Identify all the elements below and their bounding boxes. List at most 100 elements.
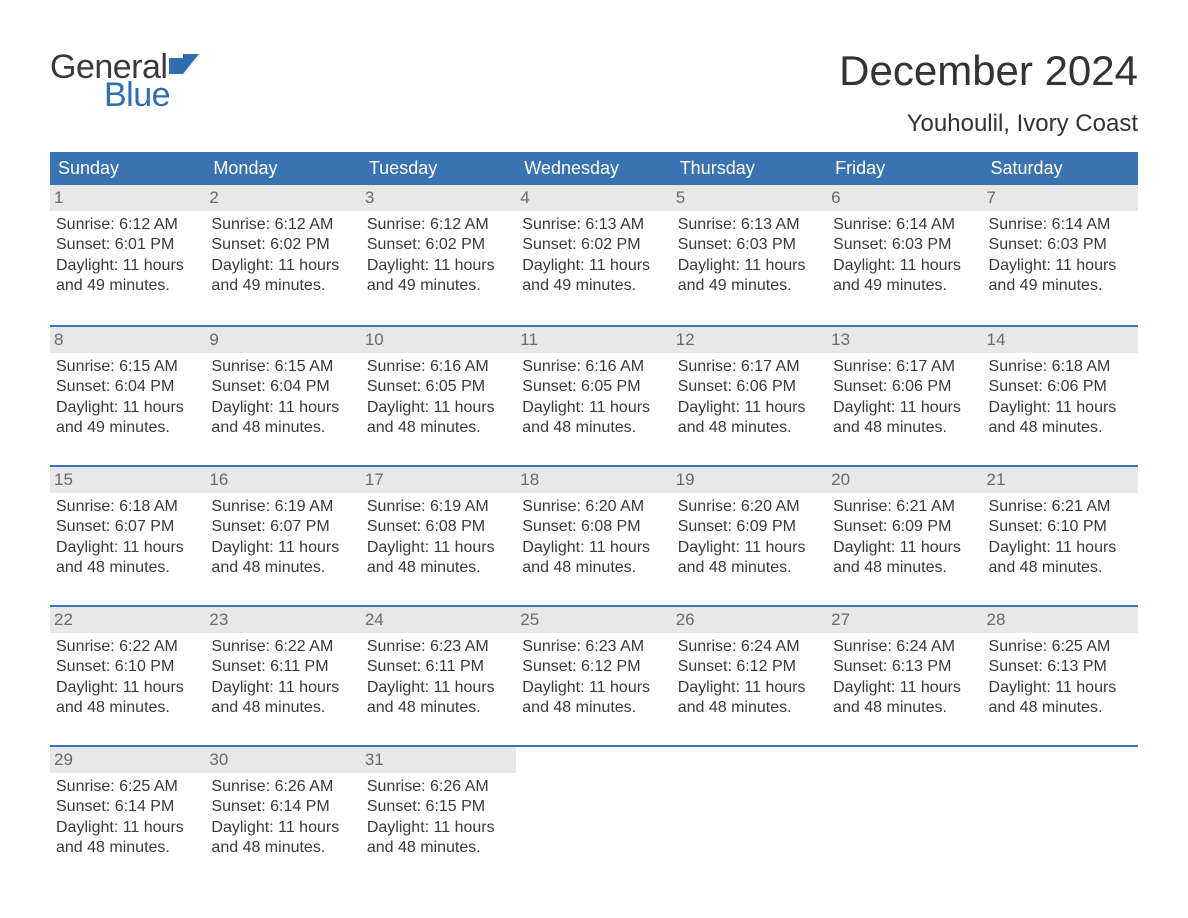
sunset-line: Sunset: 6:11 PM [211,657,354,677]
day-number: 29 [50,747,205,773]
day-cell: 4Sunrise: 6:13 AMSunset: 6:02 PMDaylight… [516,185,671,325]
day-cell: 9Sunrise: 6:15 AMSunset: 6:04 PMDaylight… [205,327,360,465]
sunrise-line: Sunrise: 6:19 AM [367,497,510,517]
day-number: 8 [50,327,205,353]
sunrise-line: Sunrise: 6:21 AM [833,497,976,517]
sunrise-line: Sunrise: 6:22 AM [211,637,354,657]
sunrise-line: Sunrise: 6:19 AM [211,497,354,517]
sunrise-line: Sunrise: 6:12 AM [367,215,510,235]
day-number: 26 [672,607,827,633]
sunset-line: Sunset: 6:04 PM [211,377,354,397]
sunset-line: Sunset: 6:14 PM [56,797,199,817]
day-number: 16 [205,467,360,493]
sunset-line: Sunset: 6:01 PM [56,235,199,255]
sunrise-line: Sunrise: 6:15 AM [211,357,354,377]
day-cell: 28Sunrise: 6:25 AMSunset: 6:13 PMDayligh… [983,607,1138,745]
sunrise-line: Sunrise: 6:25 AM [56,777,199,797]
day-number: 22 [50,607,205,633]
sunrise-line: Sunrise: 6:26 AM [211,777,354,797]
sunset-line: Sunset: 6:10 PM [56,657,199,677]
dow-wednesday: Wednesday [516,152,671,185]
sunrise-line: Sunrise: 6:25 AM [989,637,1132,657]
dow-monday: Monday [205,152,360,185]
daylight-line: Daylight: 11 hours and 49 minutes. [367,256,510,297]
sunset-line: Sunset: 6:12 PM [522,657,665,677]
daylight-line: Daylight: 11 hours and 48 minutes. [56,538,199,579]
day-cell: 25 Sunrise: 6:23 AMSunset: 6:12 PMDayligh… [516,607,671,745]
day-cell: 23Sunrise: 6:22 AMSunset: 6:11 PMDayligh… [205,607,360,745]
sunrise-line: Sunrise: 6:23 AM [367,637,510,657]
day-number: 25 [516,607,671,633]
sunset-line: Sunset: 6:02 PM [211,235,354,255]
daylight-line: Daylight: 11 hours and 48 minutes. [367,818,510,859]
day-number: 11 [516,327,671,353]
day-number: 1 [50,185,205,211]
sunset-line: Sunset: 6:14 PM [211,797,354,817]
sunrise-line: Sunrise: 6:14 AM [989,215,1132,235]
daylight-line: Daylight: 11 hours and 48 minutes. [678,398,821,439]
month-title: December 2024 [839,50,1138,92]
dow-friday: Friday [827,152,982,185]
day-cell: 7Sunrise: 6:14 AMSunset: 6:03 PMDaylight… [983,185,1138,325]
day-cell: 5Sunrise: 6:13 AMSunset: 6:03 PMDaylight… [672,185,827,325]
sunset-line: Sunset: 6:15 PM [367,797,510,817]
daylight-line: Daylight: 11 hours and 49 minutes. [56,398,199,439]
sunrise-line: Sunrise: 6:23 AM [522,637,665,657]
daylight-line: Daylight: 11 hours and 48 minutes. [211,398,354,439]
day-number: 2 [205,185,360,211]
sunrise-line: Sunrise: 6:24 AM [833,637,976,657]
sunset-line: Sunset: 6:06 PM [833,377,976,397]
sunset-line: Sunset: 6:08 PM [522,517,665,537]
sunrise-line: Sunrise: 6:12 AM [56,215,199,235]
day-number: 17 [361,467,516,493]
sunset-line: Sunset: 6:11 PM [367,657,510,677]
day-number: 3 [361,185,516,211]
daylight-line: Daylight: 11 hours and 48 minutes. [522,398,665,439]
sunrise-line: Sunrise: 6:13 AM [678,215,821,235]
dow-saturday: Saturday [983,152,1138,185]
dow-tuesday: Tuesday [361,152,516,185]
sunset-line: Sunset: 6:03 PM [833,235,976,255]
day-number: 12 [672,327,827,353]
daylight-line: Daylight: 11 hours and 48 minutes. [367,538,510,579]
daylight-line: Daylight: 11 hours and 48 minutes. [678,538,821,579]
dow-thursday: Thursday [672,152,827,185]
logo: General Blue [50,50,199,112]
sunset-line: Sunset: 6:10 PM [989,517,1132,537]
day-cell: 26Sunrise: 6:24 AMSunset: 6:12 PMDayligh… [672,607,827,745]
daylight-line: Daylight: 11 hours and 48 minutes. [522,678,665,719]
day-number: 13 [827,327,982,353]
title-block: December 2024 Youhoulil, Ivory Coast [839,50,1138,138]
daylight-line: Daylight: 11 hours and 49 minutes. [989,256,1132,297]
calendar: SundayMondayTuesdayWednesdayThursdayFrid… [50,152,1138,885]
day-cell: 6Sunrise: 6:14 AMSunset: 6:03 PMDaylight… [827,185,982,325]
day-number: 28 [983,607,1138,633]
location: Youhoulil, Ivory Coast [839,110,1138,138]
daylight-line: Daylight: 11 hours and 48 minutes. [211,818,354,859]
sunrise-line: Sunrise: 6:16 AM [522,357,665,377]
day-cell: 12Sunrise: 6:17 AMSunset: 6:06 PMDayligh… [672,327,827,465]
sunrise-line: Sunrise: 6:13 AM [522,215,665,235]
day-cell: 30Sunrise: 6:26 AMSunset: 6:14 PMDayligh… [205,747,360,885]
day-cell-empty: . [672,747,827,885]
page: General Blue December 2024 Youhoulil, Iv… [0,0,1188,885]
sunrise-line: Sunrise: 6:18 AM [989,357,1132,377]
day-number: 10 [361,327,516,353]
daylight-line: Daylight: 11 hours and 48 minutes. [989,398,1132,439]
sunset-line: Sunset: 6:09 PM [833,517,976,537]
sunrise-line: Sunrise: 6:16 AM [367,357,510,377]
weeks-container: 1Sunrise: 6:12 AMSunset: 6:01 PMDaylight… [50,185,1138,885]
daylight-line: Daylight: 11 hours and 48 minutes. [56,818,199,859]
day-cell: 20Sunrise: 6:21 AMSunset: 6:09 PMDayligh… [827,467,982,605]
daylight-line: Daylight: 11 hours and 48 minutes. [989,538,1132,579]
day-cell: 17Sunrise: 6:19 AMSunset: 6:08 PMDayligh… [361,467,516,605]
day-number: 4 [516,185,671,211]
sunset-line: Sunset: 6:03 PM [989,235,1132,255]
daylight-line: Daylight: 11 hours and 48 minutes. [678,678,821,719]
daylight-line: Daylight: 11 hours and 49 minutes. [211,256,354,297]
daylight-line: Daylight: 11 hours and 48 minutes. [833,398,976,439]
daylight-line: Daylight: 11 hours and 48 minutes. [833,678,976,719]
day-cell: 16Sunrise: 6:19 AMSunset: 6:07 PMDayligh… [205,467,360,605]
day-number: 23 [205,607,360,633]
sunset-line: Sunset: 6:02 PM [367,235,510,255]
